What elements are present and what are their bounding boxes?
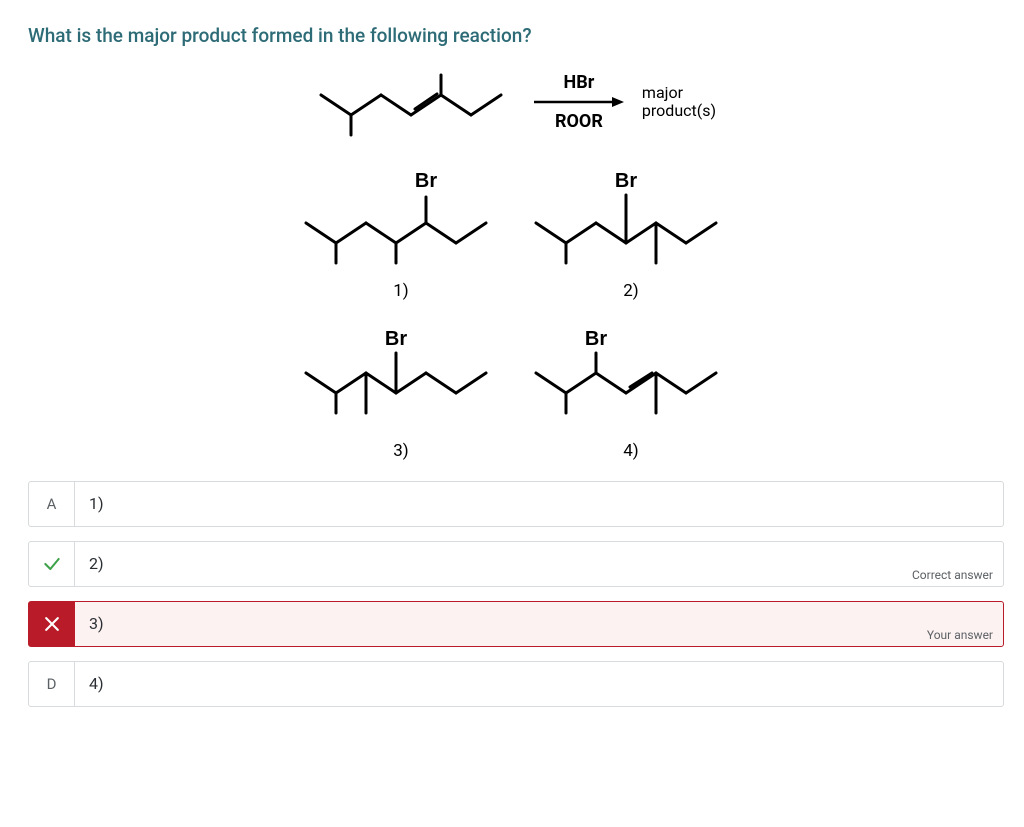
choice-letter: A [29,482,75,526]
reaction-arrow-block: HBr ROOR [534,72,624,132]
reaction-arrow-icon [534,95,624,109]
choice-a[interactable]: A 1) [28,481,1004,527]
reaction-diagram: HBr ROOR major product(s) [156,67,876,461]
reaction-row: HBr ROOR major product(s) [156,67,876,137]
result-line2: product(s) [642,102,716,120]
choice-letter: D [29,662,75,706]
reaction-result-label: major product(s) [642,84,716,121]
choice-label: 4) [75,662,1003,706]
choice-c[interactable]: 3) Your answer [28,601,1004,647]
result-line1: major [642,84,716,102]
product-option-3: Br 3) [286,325,516,461]
br-label: Br [415,170,437,192]
answer-choices: A 1) 2) Correct answer 3) Your answer D … [28,481,1004,707]
your-answer-tag: Your answer [927,628,993,642]
option-number: 2) [623,281,638,301]
product-option-2: Br 2) [516,165,746,301]
question-text: What is the major product formed in the … [28,24,1004,47]
option-number: 1) [393,281,408,301]
reactant-structure [316,67,516,137]
choice-letter-wrong [29,602,75,646]
br-label: Br [385,328,407,350]
reagent-top: HBr [564,72,595,93]
choice-b[interactable]: 2) Correct answer [28,541,1004,587]
choice-letter-correct [29,542,75,586]
choice-label: 1) [75,482,1003,526]
option-number: 3) [393,441,408,461]
choice-d[interactable]: D 4) [28,661,1004,707]
product-option-4: Br 4) [516,325,746,461]
br-label: Br [585,328,607,350]
check-icon [42,554,62,574]
reagent-bottom: ROOR [555,111,603,132]
choice-label: 3) [75,602,1003,646]
option-number: 4) [623,441,638,461]
x-icon [42,614,62,634]
choice-label: 2) [75,542,1003,586]
product-option-1: Br 1) [286,165,516,301]
br-label: Br [615,170,637,192]
correct-answer-tag: Correct answer [912,568,993,582]
product-options-grid: Br 1) Br 2) [286,165,746,461]
